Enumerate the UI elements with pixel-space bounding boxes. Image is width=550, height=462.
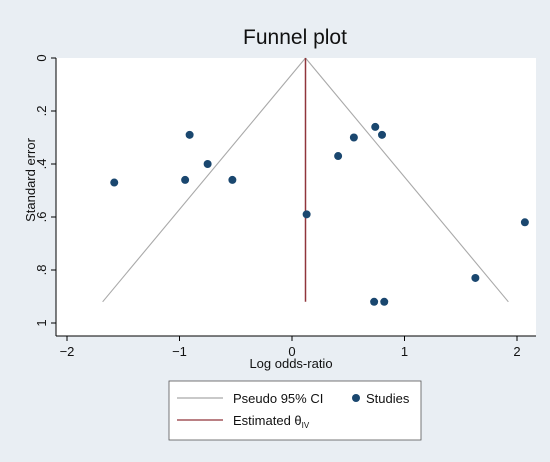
study-point [378, 130, 386, 139]
study-point [228, 175, 237, 184]
axes [55, 58, 536, 337]
ci-upper-bound-line [305, 57, 509, 303]
pseudo-ci-lines [102, 57, 509, 303]
legend-estimate-subscript: IV [302, 421, 310, 430]
study-point [185, 130, 194, 139]
y-axis-label: Standard error [23, 137, 38, 221]
study-point [370, 297, 379, 306]
study-point [334, 152, 343, 161]
study-point [302, 210, 311, 219]
x-tick-label: −1 [172, 344, 187, 359]
study-point [349, 133, 358, 142]
x-tick-label: 1 [401, 344, 408, 359]
study-points [110, 122, 529, 306]
study-point [471, 273, 480, 282]
y-tick-label: 1 [34, 319, 49, 326]
x-tick-label: −2 [60, 344, 75, 359]
legend-studies-swatch [352, 394, 360, 402]
study-point [110, 178, 119, 187]
y-tick-label: .8 [34, 265, 49, 276]
legend-box [168, 380, 422, 441]
y-axis-ticks: 0 .2 .4 .6 .8 1 [34, 54, 56, 327]
legend-ci-label: Pseudo 95% CI [233, 391, 323, 406]
chart-title: Funnel plot [243, 26, 347, 49]
legend: Pseudo 95% CI Studies Estimated θIV [168, 380, 422, 441]
y-tick-label: .2 [34, 106, 49, 117]
study-point [371, 122, 380, 131]
x-axis-label: Log odds-ratio [249, 356, 332, 371]
legend-estimate-label: Estimated θIV [233, 413, 310, 430]
x-tick-label: 0 [288, 344, 295, 359]
study-point [520, 218, 529, 227]
x-axis-ticks: −2 −1 0 1 2 [60, 336, 521, 359]
study-point [181, 175, 190, 184]
y-tick-label: .4 [34, 159, 49, 170]
x-tick-label: 2 [513, 344, 520, 359]
study-point [380, 297, 389, 306]
legend-studies-label: Studies [366, 391, 410, 406]
y-tick-label: .6 [34, 212, 49, 223]
legend-estimate-text: Estimated θ [233, 413, 302, 428]
plot-area [56, 58, 536, 336]
ci-lower-bound-line [102, 57, 306, 303]
study-point [203, 160, 212, 168]
y-tick-label: 0 [34, 54, 49, 61]
